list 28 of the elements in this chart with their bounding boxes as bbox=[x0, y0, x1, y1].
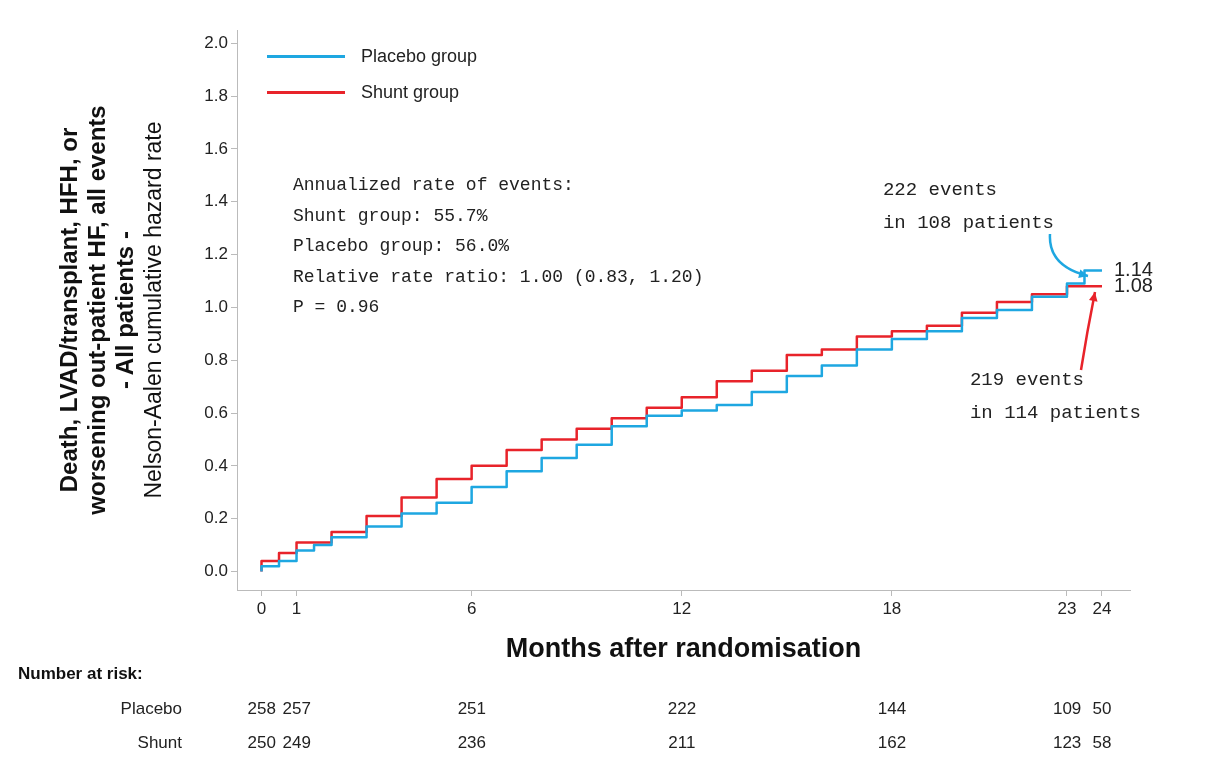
y-tick-label: 0.2 bbox=[204, 508, 228, 528]
legend-label: Shunt group bbox=[361, 81, 460, 103]
text: Placebo 258 257 251 222 144 109 50 bbox=[120, 699, 1112, 718]
y-axis-title: Death, LVAD/transplant, HFH, or worsening out-patient HF, all events - All patients - Nelson-Aalen cumulative hazard rate bbox=[55, 105, 167, 515]
annotation: 222 events in 108 patients bbox=[882, 177, 1054, 236]
y-tick-label: 1.8 bbox=[204, 85, 228, 105]
y-tick-label: 1.2 bbox=[204, 244, 228, 264]
x-tick-label: 24 bbox=[1092, 598, 1112, 618]
x-tick-label: 0 bbox=[256, 598, 267, 618]
x-axis-title: Months after randomisation bbox=[505, 633, 862, 664]
annotation: Annualized rate of events: Shunt group: 55.7% Placebo group: 56.0% Relative rate ratio: 1.00 (0.83, 1.20) P = 0.96 bbox=[293, 174, 704, 319]
y-tick-label: 1.6 bbox=[204, 138, 228, 158]
x-tick-label: 23 bbox=[1057, 598, 1077, 618]
x-tick-label: 1 bbox=[291, 598, 302, 618]
text: Shunt 250 249 236 211 162 123 58 bbox=[137, 733, 1112, 752]
y-tick-label: 2.0 bbox=[204, 32, 228, 52]
y-tick-label: 0.0 bbox=[204, 561, 228, 581]
text: Number at risk: bbox=[18, 664, 143, 684]
annotation: 219 events in 114 patients bbox=[969, 367, 1141, 426]
x-tick-label: 6 bbox=[466, 598, 477, 618]
y-tick-label: 0.8 bbox=[204, 349, 228, 369]
x-tick-label: 18 bbox=[882, 598, 902, 618]
x-tick-label: 12 bbox=[672, 598, 692, 618]
y-tick-label: 0.4 bbox=[204, 455, 228, 475]
y-tick-label: 0.6 bbox=[204, 402, 228, 422]
legend-label: Placebo group bbox=[361, 45, 478, 67]
y-tick-label: 1.0 bbox=[204, 297, 228, 317]
y-tick-label: 1.4 bbox=[204, 191, 228, 211]
